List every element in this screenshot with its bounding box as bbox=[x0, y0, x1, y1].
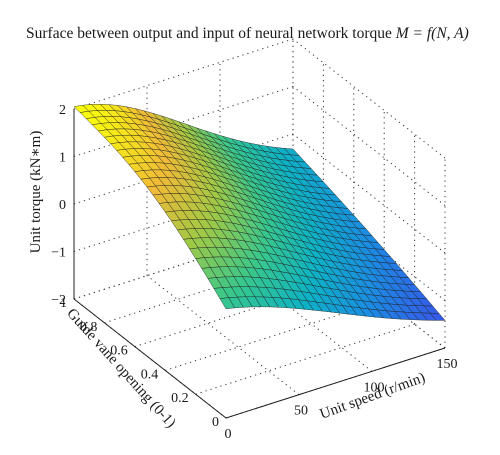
floor-grid-y-1 bbox=[195, 323, 415, 395]
side-wall-grid-z-4 bbox=[292, 38, 446, 159]
y-tick-label-5: 1 bbox=[60, 296, 67, 311]
side-wall-grid-z-0 bbox=[292, 228, 446, 349]
y-tick-label-1: 0.2 bbox=[171, 391, 189, 406]
side-wall-grid-z-3 bbox=[292, 86, 446, 206]
chart-title-prefix: Surface between output and input of neur… bbox=[26, 25, 396, 42]
surface-layer bbox=[73, 103, 446, 321]
chart-title: Surface between output and input of neur… bbox=[26, 25, 469, 42]
side-wall-grid-z-1 bbox=[292, 181, 446, 301]
x-tick-label-2: 100 bbox=[364, 380, 385, 395]
y-tick-label-4: 0.8 bbox=[80, 320, 98, 335]
back-wall-grid-z-3 bbox=[73, 86, 294, 157]
y-tick-label-0: 0 bbox=[212, 415, 219, 430]
floor-grid-y-3 bbox=[134, 276, 354, 348]
surface-cell-24-0 bbox=[429, 312, 446, 321]
x-axis-line bbox=[225, 347, 446, 419]
floor-grid-y-2 bbox=[165, 299, 385, 371]
x-tick-label-0: 0 bbox=[225, 427, 232, 442]
z-tick-label-4: 2 bbox=[59, 103, 66, 118]
back-wall-grid-z-0 bbox=[73, 228, 294, 300]
y-tick-label-3: 0.6 bbox=[110, 344, 128, 359]
chart-title-text: Surface between output and input of neur… bbox=[26, 25, 469, 42]
floor-grid-x-2 bbox=[219, 251, 373, 372]
back-wall-grid-z-4 bbox=[73, 38, 294, 110]
x-tick-label-1: 50 bbox=[294, 404, 308, 419]
z-axis-label: Unit torque (kN∗m) bbox=[28, 131, 44, 254]
y-axis-line bbox=[73, 298, 227, 419]
y-axis-label: Guide vane opening (0-1) bbox=[63, 306, 178, 432]
x-axis-label: Unit speed (r/min) bbox=[318, 370, 428, 423]
chart-title-formula: M = f(N, A) bbox=[395, 25, 469, 42]
ticks-layer: −2 −1 0 1 2 0 0.2 0.4 0.6 0.8 1 0 50 100 150 bbox=[51, 103, 457, 442]
z-tick-label-3: 1 bbox=[59, 151, 66, 166]
x-tick-label-3: 150 bbox=[437, 357, 458, 372]
z-tick-label-2: 0 bbox=[59, 198, 66, 213]
y-tick-label-2: 0.4 bbox=[141, 367, 159, 382]
z-tick-label-1: −1 bbox=[51, 246, 66, 261]
side-wall-grid-z-2 bbox=[292, 133, 446, 254]
z-tick-label-0: −2 bbox=[51, 293, 66, 308]
floor-grid-x-1 bbox=[146, 275, 300, 396]
